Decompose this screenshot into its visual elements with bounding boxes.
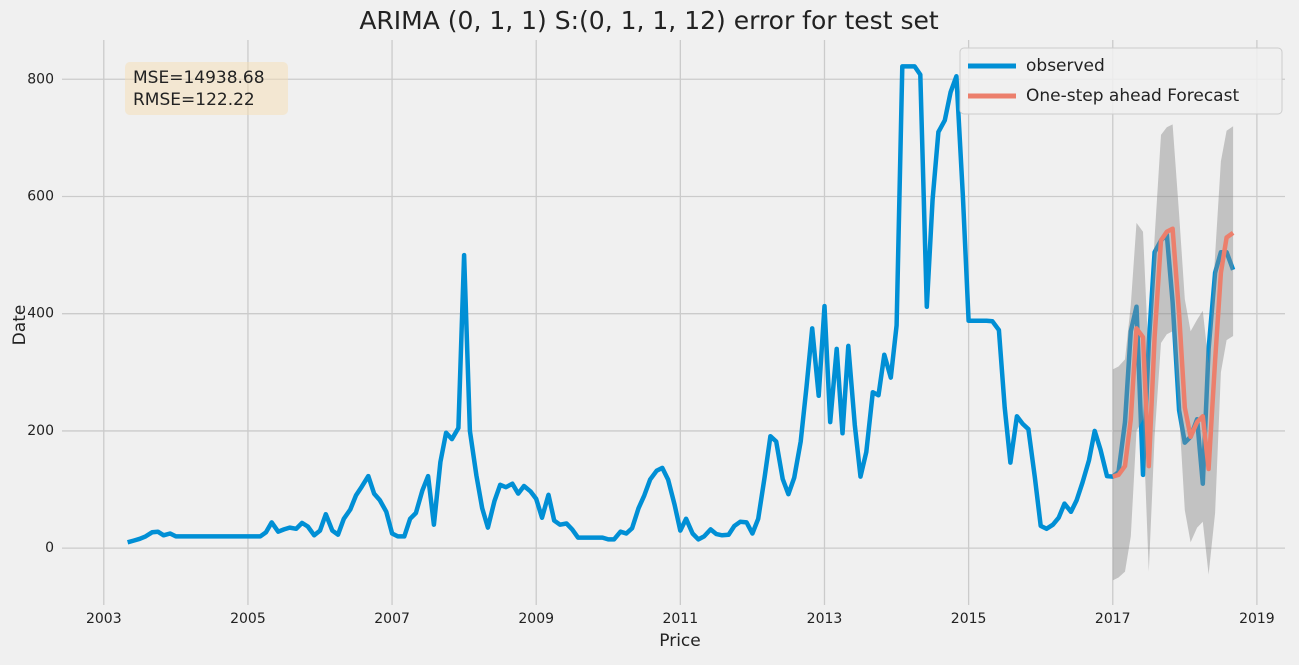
x-tick-label: 2019: [1239, 611, 1275, 627]
labels: 0 200 400 600 800 2003 2005 2007 2009 2011 2013 201…: [27, 71, 1274, 627]
legend: observed One-step ahead Forecast: [959, 47, 1283, 115]
y-tick-label: 200: [27, 423, 54, 439]
chart-title: ARIMA (0, 1, 1) S:(0, 1, 1, 12) error fo…: [359, 6, 939, 35]
annotation: MSE=14938.68: [133, 68, 265, 88]
x-tick-label: 2013: [807, 611, 843, 627]
y-tick-label: 600: [27, 188, 54, 204]
x-tick-label: 2017: [1095, 611, 1131, 627]
legend-label: One-step ahead Forecast: [1026, 86, 1239, 106]
x-tick-label: 2015: [951, 611, 987, 627]
annotation-box: [125, 62, 288, 115]
x-tick-label: 2011: [663, 611, 699, 627]
series-line: [126, 64, 1236, 545]
x-tick-label: 2007: [374, 611, 410, 627]
x-tick-label: 2005: [230, 611, 266, 627]
x-axis-label: Price: [659, 631, 700, 651]
y-tick-label: 400: [27, 306, 54, 322]
annotation: RMSE=122.22: [133, 90, 255, 110]
legend-label: observed: [1026, 56, 1105, 76]
confidence-band: [1112, 124, 1234, 581]
x-tick-label: 2003: [86, 611, 122, 627]
y-axis-label: Date: [10, 305, 30, 346]
marks: [126, 64, 1236, 581]
legend-box: [959, 47, 1283, 115]
y-tick-label: 800: [27, 71, 54, 87]
y-tick-label: 0: [45, 540, 54, 556]
x-tick-label: 2009: [518, 611, 554, 627]
series-line: [1112, 226, 1235, 479]
